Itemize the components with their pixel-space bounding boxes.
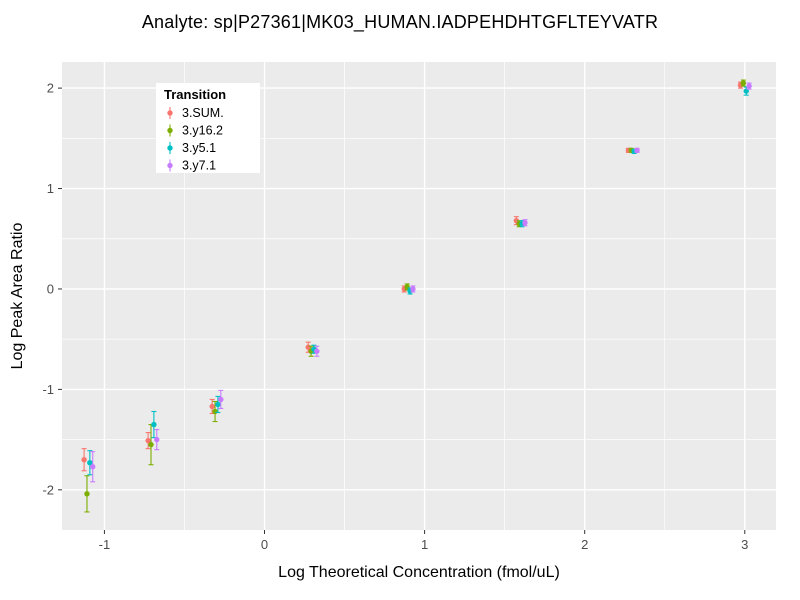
pointrange-key-icon [167,145,173,151]
data-point [84,491,90,497]
data-point [743,88,749,94]
pointrange-key-icon [167,110,173,116]
data-point [87,460,93,466]
y-axis-label: Log Peak Area Ratio [9,222,26,370]
y-tick-label: 2 [47,81,54,96]
data-point [314,348,320,354]
data-point [218,396,224,403]
y-tick-label: -2 [42,482,54,497]
legend-title: Transition [164,87,226,102]
data-point [90,464,96,470]
legend-entry-label: 3.SUM. [182,106,224,120]
data-point [740,80,747,86]
data-point [522,219,528,226]
data-point [154,436,160,443]
legend-entry-label: 3.y16.2 [182,124,223,138]
legend: Transition 3.SUM. 3.y16.2 3.y5.1 3.y7.1 [156,83,260,173]
x-tick-label: -1 [99,537,111,552]
y-tick-label: 1 [47,181,54,196]
x-tick-label: 1 [421,537,428,552]
data-point [410,286,416,292]
plot-title: Analyte: sp|P27361|MK03_HUMAN.IADPEHDHTG… [141,12,659,32]
series-3.y7.1 [90,82,752,483]
data-point [209,403,215,410]
data-point [634,147,640,154]
pointrange-key-icon [167,127,173,134]
legend-entry: 3.y16.2 [167,124,223,138]
legend-entry: 3.y7.1 [167,159,216,173]
y-tick-label: -1 [42,382,54,397]
legend-entry-label: 3.y5.1 [182,141,216,155]
x-tick-label: 3 [741,537,748,552]
data-point [151,421,157,428]
legend-entry-label: 3.y7.1 [182,159,216,173]
series-3.SUM. [81,81,744,472]
y-tick-label: 0 [47,281,54,296]
data-point [81,456,87,463]
legend-entry: 3.SUM. [167,106,224,120]
data-point [746,83,752,89]
pointrange-key-icon [167,162,173,169]
legend-background [156,83,260,173]
data-point [148,441,154,448]
x-axis-label: Log Theoretical Concentration (fmol/uL) [278,564,560,581]
data-point [145,437,151,444]
x-tick-label: 2 [581,537,588,552]
x-tick-label: 0 [261,537,268,552]
data-point [215,401,221,408]
data-point [212,408,218,415]
legend-entry: 3.y5.1 [167,141,216,155]
